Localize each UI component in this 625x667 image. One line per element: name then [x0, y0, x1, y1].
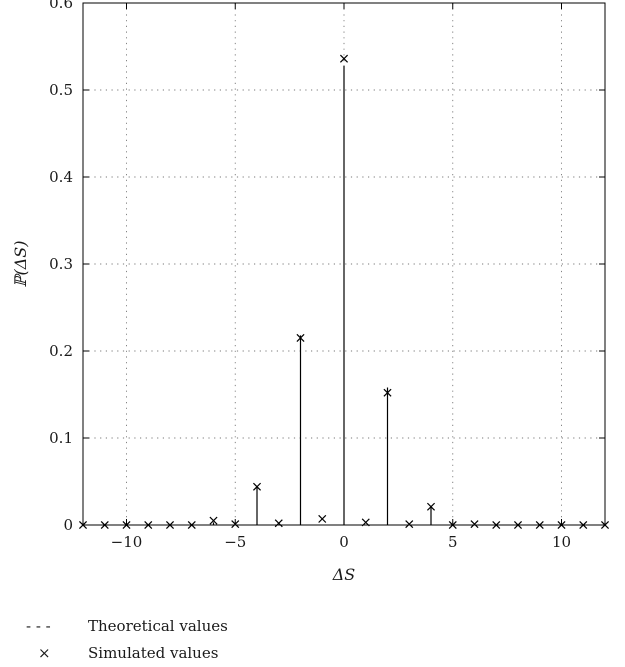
legend: - - - Theoretical values × Simulated val…	[26, 617, 228, 662]
point-simulated-stroke	[383, 388, 392, 397]
point-simulated	[339, 54, 349, 63]
point-simulated-stroke	[274, 519, 283, 528]
y-tick-label: 0.4	[49, 168, 73, 186]
point-simulated	[383, 388, 392, 397]
point-simulated-stroke	[339, 54, 349, 63]
point-simulated-stroke	[405, 520, 414, 529]
point-simulated	[296, 333, 305, 342]
point-simulated-stroke	[426, 502, 436, 511]
x-tick-label: 10	[552, 533, 571, 551]
x-tick-label: −5	[224, 533, 246, 551]
point-simulated	[209, 516, 218, 525]
stem-layer	[212, 65, 432, 525]
x-tick-label: 5	[448, 533, 458, 551]
y-tick-label: 0.6	[49, 0, 73, 12]
point-simulated-stroke	[252, 482, 262, 491]
legend-symbol-theoretical: - - -	[26, 617, 51, 635]
point-simulated	[252, 482, 262, 491]
legend-label-theoretical: Theoretical values	[88, 617, 228, 635]
point-simulated	[426, 502, 436, 511]
y-tick-label: 0	[63, 516, 73, 534]
y-tick-label: 0.2	[49, 342, 73, 360]
x-tick-label: 0	[339, 533, 349, 551]
x-axis-label: ΔS	[332, 565, 356, 584]
point-simulated-stroke	[296, 333, 305, 342]
point-simulated	[470, 520, 479, 529]
x-tick-label: −10	[111, 533, 143, 551]
y-tick-label: 0.3	[49, 255, 73, 273]
point-simulated	[318, 514, 327, 523]
y-tick-label: 0.1	[49, 429, 73, 447]
point-simulated	[274, 519, 283, 528]
point-simulated-stroke	[318, 514, 327, 523]
point-simulated	[405, 520, 414, 529]
y-tick-label: 0.5	[49, 81, 73, 99]
point-simulated-stroke	[470, 520, 479, 529]
legend-symbol-simulated: ×	[38, 644, 51, 662]
legend-label-simulated: Simulated values	[88, 644, 218, 662]
y-axis-label: ℙ(ΔS)	[11, 240, 30, 287]
tick-layer: −10 −5 0 5 10 0 0.1 0.2 0.3 0.4 0.5 0.6	[49, 0, 605, 551]
point-simulated-stroke	[209, 516, 218, 525]
